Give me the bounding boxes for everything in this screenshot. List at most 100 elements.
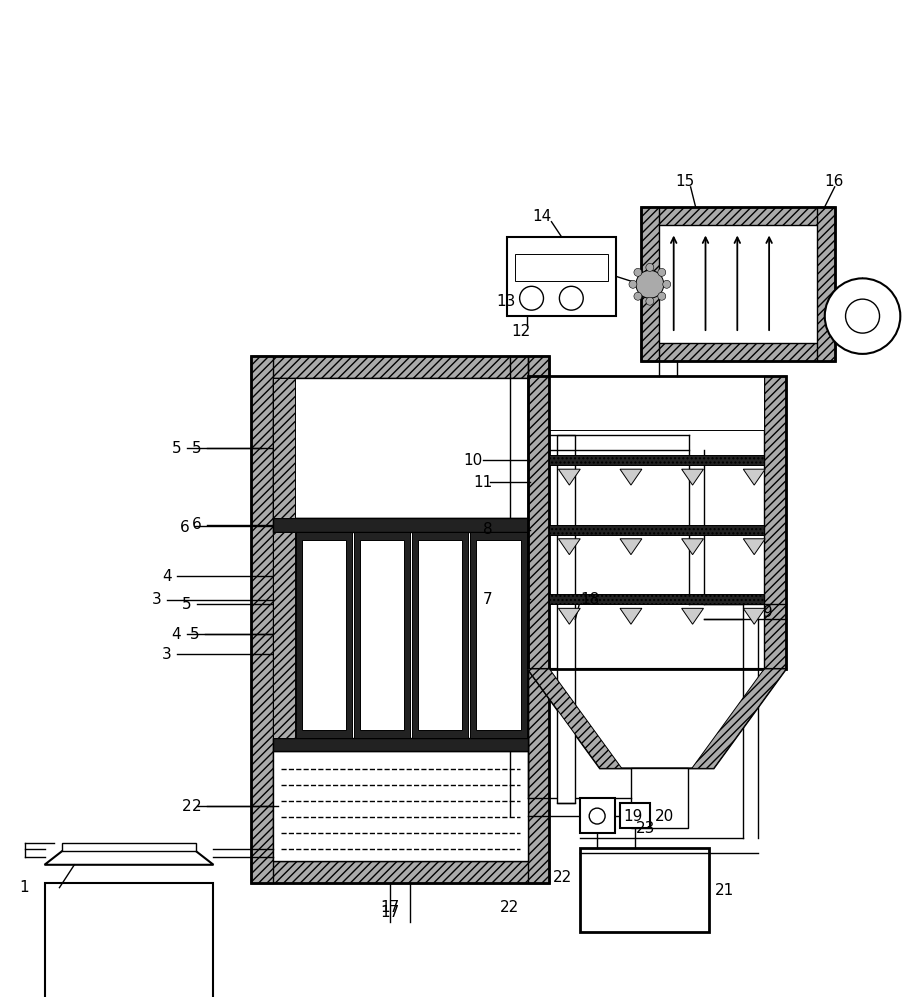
Text: 18: 18 [580, 592, 599, 607]
Bar [631, 768, 688, 828]
Polygon shape [45, 851, 214, 865]
Bar [252, 356, 274, 883]
Bar [62, 843, 196, 851]
Circle shape [634, 292, 642, 300]
Text: 9: 9 [763, 605, 773, 620]
Text: 3: 3 [151, 592, 162, 607]
Polygon shape [692, 669, 786, 768]
Text: 5: 5 [190, 627, 199, 642]
Bar [354, 532, 410, 738]
Polygon shape [558, 608, 580, 624]
Bar [274, 518, 528, 532]
Bar [580, 798, 615, 833]
Bar [45, 883, 214, 1000]
Circle shape [636, 270, 664, 298]
Text: 23: 23 [636, 821, 655, 836]
Polygon shape [682, 608, 703, 624]
Bar [528, 376, 550, 669]
Text: 5: 5 [192, 441, 201, 456]
Bar [252, 861, 550, 883]
Circle shape [589, 808, 605, 824]
Bar [274, 378, 528, 518]
Circle shape [634, 268, 642, 276]
Text: 22: 22 [553, 870, 572, 885]
Text: 8: 8 [483, 522, 492, 537]
Circle shape [629, 280, 637, 288]
Bar [550, 594, 764, 604]
Text: 17: 17 [381, 905, 400, 920]
Bar [252, 356, 550, 883]
Bar [360, 540, 404, 730]
Text: 7: 7 [483, 592, 492, 607]
Polygon shape [528, 669, 621, 768]
Text: 14: 14 [532, 209, 551, 224]
Text: 21: 21 [714, 883, 733, 898]
Bar [274, 738, 528, 751]
Text: 1: 1 [19, 880, 29, 895]
Text: 20: 20 [655, 809, 674, 824]
Bar [641, 207, 834, 361]
Text: 17: 17 [381, 900, 400, 915]
Circle shape [646, 297, 654, 305]
Bar [252, 356, 550, 378]
Circle shape [658, 292, 666, 300]
Text: 4: 4 [172, 627, 182, 642]
Bar [419, 540, 463, 730]
Bar [476, 540, 521, 730]
Circle shape [559, 286, 583, 310]
Text: 5: 5 [172, 441, 182, 456]
Bar [641, 343, 834, 361]
Bar [641, 207, 834, 225]
Bar [550, 608, 764, 660]
Bar [515, 254, 608, 281]
Text: 10: 10 [463, 453, 482, 468]
Bar [817, 207, 834, 361]
Polygon shape [620, 608, 642, 624]
Circle shape [520, 286, 543, 310]
Polygon shape [558, 469, 580, 485]
Polygon shape [682, 539, 703, 555]
Bar [620, 803, 650, 828]
Text: 3: 3 [162, 647, 172, 662]
Bar [470, 532, 527, 738]
Text: 22: 22 [499, 900, 519, 915]
Bar [302, 540, 346, 730]
Bar [550, 469, 764, 521]
Polygon shape [528, 669, 786, 768]
Bar [274, 378, 295, 518]
Bar [528, 376, 786, 669]
Text: 6: 6 [192, 517, 201, 532]
Text: 13: 13 [497, 294, 516, 309]
Polygon shape [744, 539, 765, 555]
Bar [641, 207, 659, 361]
Polygon shape [558, 539, 580, 555]
Polygon shape [744, 469, 765, 485]
Text: 19: 19 [623, 809, 643, 824]
Text: 16: 16 [824, 174, 845, 189]
Text: 2: 2 [182, 799, 191, 814]
Circle shape [845, 299, 879, 333]
Circle shape [663, 280, 671, 288]
Circle shape [658, 268, 666, 276]
Circle shape [646, 263, 654, 271]
Polygon shape [620, 469, 642, 485]
Bar [274, 532, 295, 738]
Bar [764, 376, 786, 669]
Bar [528, 356, 550, 883]
Text: 6: 6 [180, 520, 189, 535]
Bar [550, 455, 764, 465]
Bar [296, 532, 353, 738]
Polygon shape [744, 608, 765, 624]
Text: 5: 5 [182, 597, 191, 612]
Text: 11: 11 [473, 475, 492, 490]
Bar [274, 751, 528, 861]
Polygon shape [682, 469, 703, 485]
Bar [507, 237, 616, 316]
Text: 2: 2 [192, 799, 201, 814]
Circle shape [824, 278, 901, 354]
Bar [550, 376, 764, 430]
Text: 12: 12 [511, 324, 531, 339]
Text: 15: 15 [676, 174, 695, 189]
Bar [580, 848, 710, 932]
Bar [412, 532, 468, 738]
